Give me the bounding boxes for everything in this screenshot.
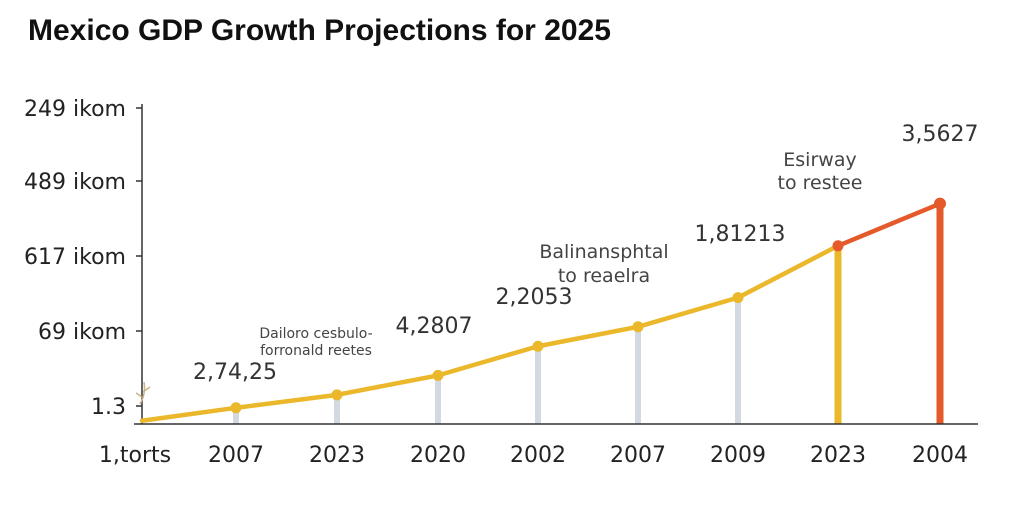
y-tick-label: 489 ikom (24, 170, 126, 195)
y-tick-label: 1.3 (91, 395, 126, 420)
series-line-projection (835, 201, 943, 249)
series-line-growth (139, 243, 841, 424)
x-tick-label: 2023 (309, 443, 365, 468)
annotation-text: Esirway (783, 149, 856, 171)
data-point (732, 292, 744, 304)
x-tick-label: 2002 (510, 443, 566, 468)
annotation-text: to restee (778, 172, 863, 194)
x-tick-label: 2020 (410, 443, 466, 468)
data-point (432, 369, 444, 381)
data-label: 2,74,25 (193, 360, 277, 385)
y-tick-label: 69 ikom (38, 320, 126, 345)
x-tick-label: 2007 (610, 443, 666, 468)
x-tick-label: 2004 (912, 443, 968, 468)
x-tick-label: 2023 (810, 443, 866, 468)
data-label: 1,81213 (695, 222, 786, 247)
y-tick-label: 617 ikom (24, 245, 126, 270)
data-point (532, 340, 544, 352)
data-label: 2,2053 (496, 285, 573, 310)
annotation-text: to reaelra (558, 265, 650, 287)
data-point (632, 321, 644, 333)
x-tick-label: 1,torts (99, 443, 171, 468)
annotation-text: forronald reetes (260, 343, 372, 359)
data-point (230, 402, 242, 414)
annotation-text: Balinansphtal (539, 241, 668, 263)
annotation-text: Dailoro cesbulo- (259, 326, 372, 342)
data-point (331, 389, 343, 401)
data-label: 4,2807 (396, 314, 473, 339)
data-point-projection (934, 197, 946, 210)
chart-title: Mexico GDP Growth Projections for 2025 (28, 14, 611, 47)
x-tick-label: 2007 (208, 443, 264, 468)
sprig-icon (135, 381, 151, 405)
x-tick-label: 2009 (710, 443, 766, 468)
data-point (832, 240, 844, 252)
y-tick-label: 249 ikom (24, 97, 126, 122)
data-label: 3,5627 (902, 122, 979, 147)
